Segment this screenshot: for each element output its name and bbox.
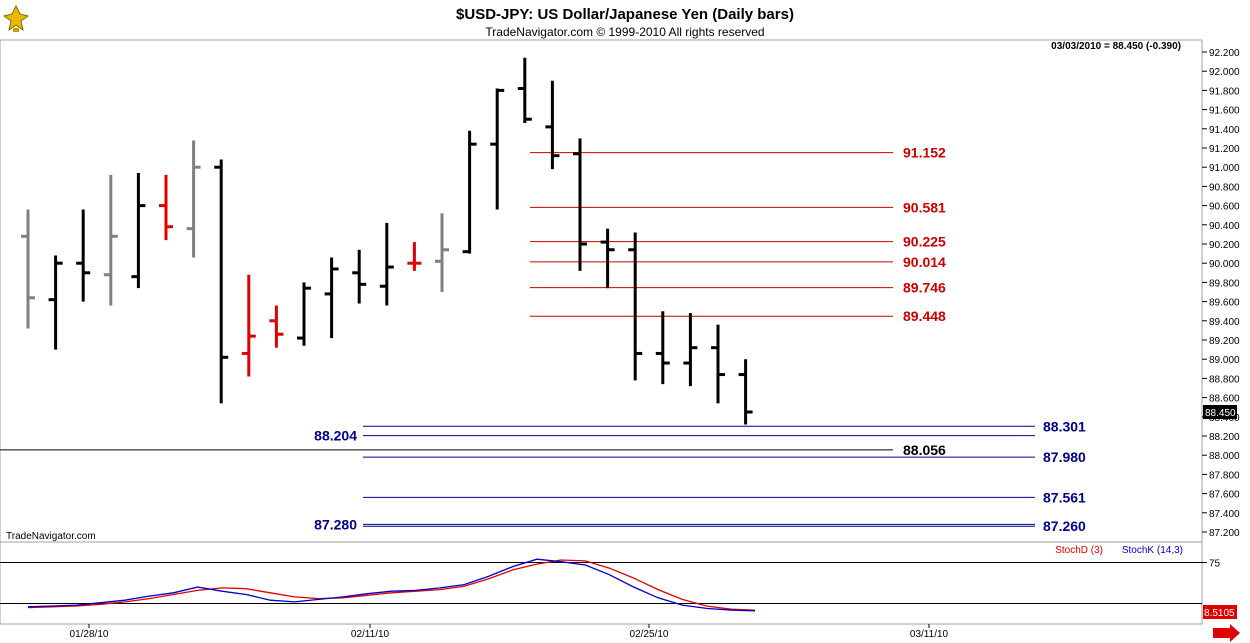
price-level-label: 91.152 <box>903 145 946 161</box>
price-tick-label: 87.200 <box>1209 528 1240 539</box>
price-level-label: 90.581 <box>903 199 946 215</box>
last-value-label: 03/03/2010 = 88.450 (-0.390) <box>1051 41 1181 52</box>
price-tick-label: 91.200 <box>1209 144 1240 155</box>
stochastic-panel: 75 StochD (3) StochK (14,3) 8.5105 <box>0 545 1237 619</box>
support-resistance-levels: 91.152 90.581 90.225 90.014 89.746 89.448 88.3… <box>0 145 1086 534</box>
current-price-tag: 88.450 <box>1203 405 1237 419</box>
price-level-label: 88.056 <box>903 442 946 458</box>
price-tick-label: 91.000 <box>1209 163 1240 174</box>
chart-title: $USD-JPY: US Dollar/Japanese Yen (Daily … <box>456 6 794 23</box>
date-tick-label: 02/25/10 <box>630 629 669 640</box>
price-tick-label: 89.800 <box>1209 278 1240 289</box>
price-level-label: 89.448 <box>903 308 946 324</box>
scroll-right-arrow-icon[interactable] <box>1213 624 1240 642</box>
date-axis: 01/28/10 02/11/10 02/25/10 03/11/10 <box>70 624 949 640</box>
current-price-tag-label: 88.450 <box>1205 408 1236 419</box>
copyright-line: TradeNavigator.com © 1999-2010 All right… <box>485 25 764 39</box>
ohlc-bars <box>21 57 753 425</box>
price-tick-label: 90.000 <box>1209 259 1240 270</box>
price-tick-label: 91.400 <box>1209 125 1240 136</box>
watermark-text: TradeNavigator.com <box>6 531 96 542</box>
tradenavigator-logo-icon[interactable] <box>2 4 30 32</box>
price-tick-label: 88.000 <box>1209 451 1240 462</box>
date-tick-label: 01/28/10 <box>70 629 109 640</box>
price-level-label: 89.746 <box>903 280 946 296</box>
stoch-d-line <box>27 559 756 611</box>
price-level-label: 87.561 <box>1043 489 1086 505</box>
price-tick-label: 92.000 <box>1209 67 1240 78</box>
legend-stoch-k: StochK (14,3) <box>1122 545 1183 556</box>
price-tick-label: 92.200 <box>1209 48 1240 59</box>
price-level-label: 88.301 <box>1043 418 1086 434</box>
price-tick-label: 89.400 <box>1209 317 1240 328</box>
date-tick-label: 03/11/10 <box>910 629 949 640</box>
price-level-label: 88.204 <box>314 428 357 444</box>
oscillator-panel-frame <box>0 541 1203 625</box>
price-tick-label: 90.600 <box>1209 202 1240 213</box>
legend-stoch-d: StochD (3) <box>1055 545 1103 556</box>
price-tick-label: 91.600 <box>1209 106 1240 117</box>
price-tick-label: 90.200 <box>1209 240 1240 251</box>
price-tick-label: 91.800 <box>1209 86 1240 97</box>
price-tick-label: 87.800 <box>1209 470 1240 481</box>
stoch-value-tag-box <box>1203 605 1237 619</box>
stoch-tick-label: 75 <box>1209 559 1221 570</box>
date-tick-label: 02/11/10 <box>351 629 390 640</box>
price-tick-label: 89.600 <box>1209 298 1240 309</box>
price-level-label: 87.260 <box>1043 518 1086 534</box>
price-tick-label: 88.200 <box>1209 432 1240 443</box>
stoch-k-line <box>27 558 756 612</box>
price-tick-label: 88.600 <box>1209 394 1240 405</box>
price-tick-label: 87.400 <box>1209 509 1240 520</box>
price-level-label: 87.980 <box>1043 449 1086 465</box>
price-tick-label: 89.200 <box>1209 336 1240 347</box>
current-price-tag-box <box>1203 405 1237 419</box>
price-panel-frame <box>0 39 1203 543</box>
price-tick-label: 89.000 <box>1209 355 1240 366</box>
price-tick-label: 90.800 <box>1209 182 1240 193</box>
price-axis: 92.200 92.000 91.800 91.600 91.400 91.200 91.0… <box>1202 48 1240 539</box>
price-tick-label: 90.400 <box>1209 221 1240 232</box>
price-level-label: 90.225 <box>903 234 946 250</box>
price-level-label: 87.280 <box>314 516 357 532</box>
stoch-value-tag-label: 8.5105 <box>1204 608 1235 619</box>
price-tick-label: 88.800 <box>1209 374 1240 385</box>
price-level-label: 90.014 <box>903 254 946 270</box>
price-tick-label: 87.600 <box>1209 490 1240 501</box>
